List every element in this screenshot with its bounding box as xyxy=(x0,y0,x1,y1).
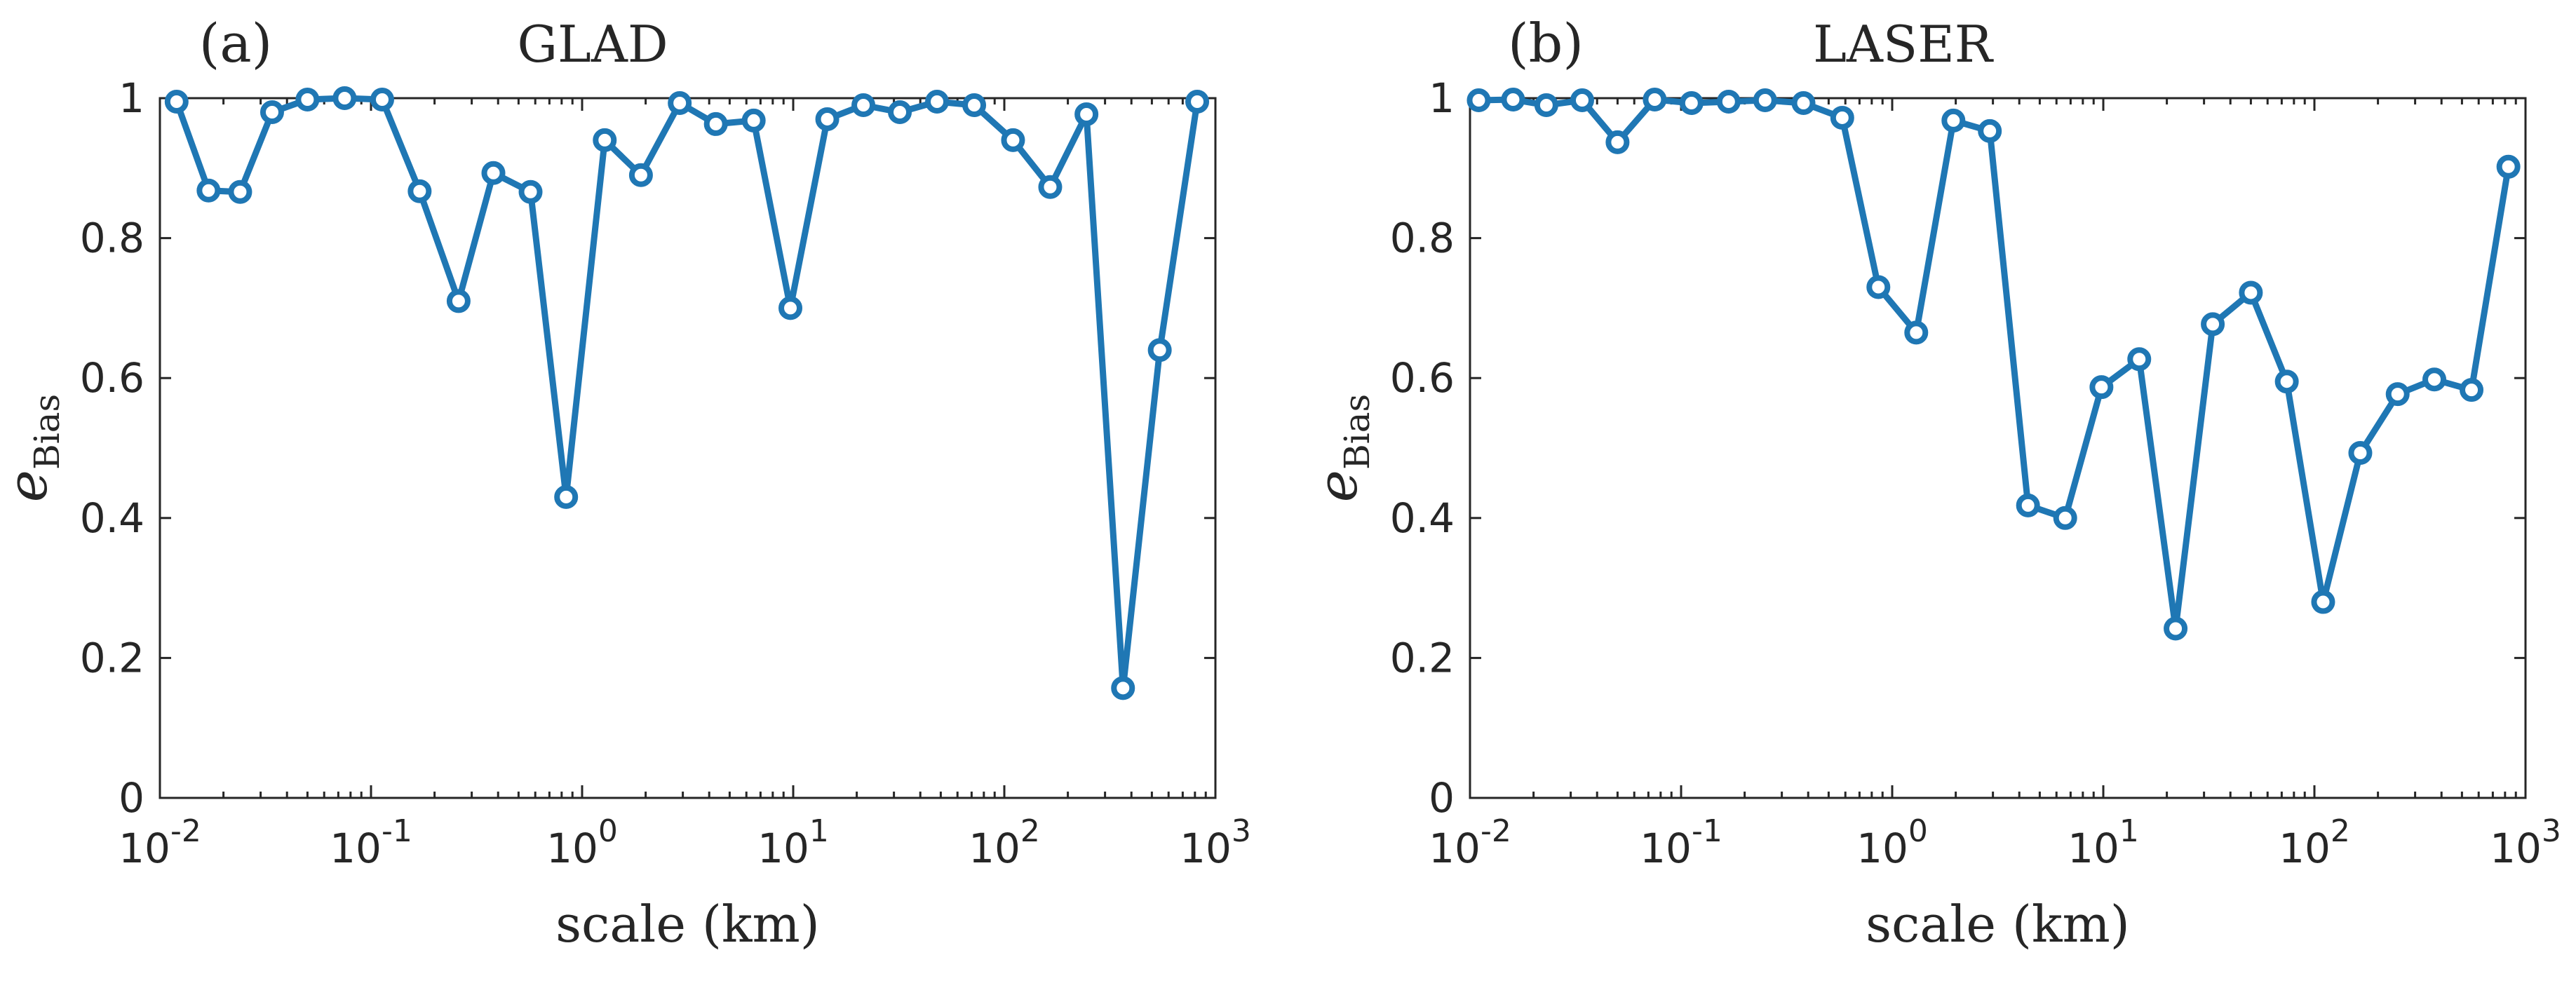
y-axis-label: eBias xyxy=(1307,394,1377,502)
data-point xyxy=(1001,128,1025,152)
data-point xyxy=(259,100,284,124)
data-point xyxy=(703,111,728,136)
x-tick-label: 102 xyxy=(969,813,1040,872)
data-point xyxy=(2089,375,2114,400)
y-tick-label: 0 xyxy=(1429,774,1455,822)
svg-text:eBias: eBias xyxy=(1307,394,1377,502)
data-point xyxy=(1111,676,1135,700)
x-tick-label: 100 xyxy=(1856,813,1928,872)
y-tick-label: 0.2 xyxy=(80,634,144,682)
data-point xyxy=(2311,590,2335,614)
data-point xyxy=(1605,130,1630,154)
data-point xyxy=(1147,338,1172,362)
x-tick-label: 10-2 xyxy=(119,813,201,872)
data-point xyxy=(518,179,543,204)
x-tick-label: 101 xyxy=(757,813,829,872)
panel-label: (a) xyxy=(199,12,273,74)
x-tick-label: 10-2 xyxy=(1429,813,1511,872)
data-point xyxy=(1716,89,1741,114)
data-point xyxy=(1466,88,1491,112)
axes-box xyxy=(1469,97,2527,799)
data-point xyxy=(2422,367,2447,392)
y-tick-label: 1 xyxy=(119,74,144,122)
y-axis-label: eBias xyxy=(0,394,67,502)
data-point xyxy=(2053,506,2077,530)
data-point xyxy=(1866,275,1891,299)
x-tick-label: 102 xyxy=(2279,813,2350,872)
axes-box xyxy=(159,97,1217,799)
data-point xyxy=(481,161,506,185)
panel-a: 0 0.2 0.4 0.6 0.8 1 10-2 10-1 100 101 102 103 (a) GLA… xyxy=(0,12,1251,954)
data-point xyxy=(407,179,432,203)
data-point xyxy=(446,289,471,313)
data-point xyxy=(332,86,357,110)
data-point xyxy=(164,89,189,114)
data-point xyxy=(1941,108,1966,133)
data-point xyxy=(1074,102,1099,126)
data-point xyxy=(1185,89,1210,114)
data-point xyxy=(196,178,221,203)
y-tick-label: 0.2 xyxy=(1390,634,1455,682)
data-point xyxy=(2201,312,2225,337)
data-point xyxy=(888,100,912,124)
data-point xyxy=(668,90,692,115)
data-point xyxy=(2385,382,2410,407)
data-point xyxy=(1679,90,1704,115)
data-point xyxy=(295,87,320,111)
data-point xyxy=(2460,378,2484,402)
data-point xyxy=(741,108,766,133)
data-point xyxy=(2127,347,2152,372)
y-tick-label: 0.4 xyxy=(1390,494,1455,542)
x-axis-label: scale (km) xyxy=(555,895,820,954)
data-point xyxy=(1978,118,2002,143)
y-tick-label: 0.6 xyxy=(1390,354,1455,402)
data-point xyxy=(1534,93,1558,117)
panel-label: (b) xyxy=(1508,12,1584,74)
y-tick-label: 0.8 xyxy=(1390,215,1455,262)
series-line xyxy=(1478,96,2512,632)
data-point xyxy=(962,93,987,117)
x-tick-label: 100 xyxy=(546,813,618,872)
data-point xyxy=(925,89,950,114)
data-point xyxy=(2164,616,2188,641)
x-tick-label: 101 xyxy=(2068,813,2139,872)
data-point xyxy=(1501,87,1525,111)
x-tick-label: 10-1 xyxy=(1640,813,1722,872)
data-point xyxy=(2016,493,2040,517)
data-point xyxy=(370,87,394,111)
data-point xyxy=(1643,87,1667,111)
data-point xyxy=(628,163,653,187)
data-point xyxy=(778,296,803,320)
data-point xyxy=(1830,105,1854,130)
x-axis-label: scale (km) xyxy=(1866,895,2130,954)
svg-text:eBias: eBias xyxy=(0,394,67,502)
data-point xyxy=(1570,88,1594,112)
data-point xyxy=(1753,88,1777,112)
x-tick-label: 10-1 xyxy=(330,813,412,872)
data-point xyxy=(815,107,839,131)
data-point xyxy=(2239,280,2263,305)
data-point xyxy=(593,128,617,152)
data-point xyxy=(228,179,252,204)
data-point xyxy=(1038,175,1063,199)
y-tick-label: 1 xyxy=(1429,74,1455,122)
data-point xyxy=(2274,370,2299,394)
chart-title: LASER xyxy=(1813,15,1994,74)
data-point xyxy=(2348,440,2373,465)
chart-title: GLAD xyxy=(518,15,668,74)
y-tick-label: 0.4 xyxy=(80,494,144,542)
data-point xyxy=(554,484,579,509)
data-point xyxy=(2496,154,2521,179)
x-tick-label: 103 xyxy=(1180,813,1251,872)
data-point xyxy=(851,93,876,117)
y-tick-label: 0.6 xyxy=(80,354,144,402)
x-tick-label: 103 xyxy=(2490,813,2561,872)
y-tick-label: 0 xyxy=(119,774,144,822)
data-point xyxy=(1791,90,1816,115)
panel-b: 0 0.2 0.4 0.6 0.8 1 10-2 10-1 100 101 102 103 (b) LAS… xyxy=(1307,12,2561,954)
y-tick-label: 0.8 xyxy=(80,215,144,262)
data-point xyxy=(1904,320,1929,345)
